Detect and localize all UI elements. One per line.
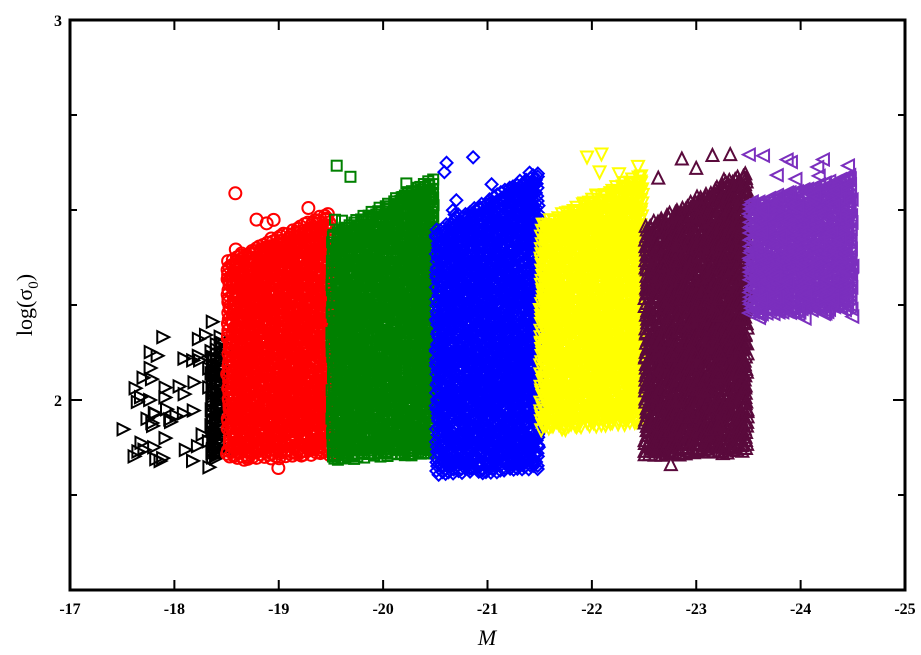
triangle-right-marker [205, 314, 221, 330]
series-4 [428, 149, 547, 483]
triangle-right-marker [131, 443, 147, 460]
triangle-right-marker [147, 439, 163, 455]
triangle-right-marker [158, 389, 174, 406]
series-1 [116, 314, 234, 475]
triangle-right-marker [198, 327, 215, 343]
square-marker [344, 170, 357, 183]
triangle-right-marker [147, 405, 164, 421]
triangle-right-marker [193, 352, 209, 369]
triangle-right-marker [158, 379, 174, 396]
triangle-right-marker [214, 428, 230, 444]
triangle-right-marker [143, 360, 159, 376]
triangle-right-marker [212, 444, 228, 460]
series-3 [325, 159, 442, 466]
triangle-right-marker [160, 401, 176, 417]
triangle-right-marker [177, 350, 193, 367]
triangle-right-marker [191, 331, 208, 347]
triangle-right-marker [158, 430, 174, 446]
triangle-right-marker [136, 370, 152, 386]
triangle-right-marker [144, 371, 161, 387]
circle-marker [301, 201, 316, 216]
triangle-right-marker [134, 435, 150, 451]
triangle-right-marker [145, 415, 161, 431]
triangle-right-marker [153, 453, 169, 469]
series-2 [220, 186, 338, 476]
circle-marker [228, 186, 243, 201]
triangle-right-marker [156, 329, 172, 345]
triangle-right-marker [127, 448, 143, 465]
triangle-right-marker [191, 348, 207, 364]
triangle-right-marker [214, 386, 230, 402]
triangle-right-marker [201, 433, 218, 449]
triangle-right-marker [186, 402, 202, 419]
triangle-right-marker [163, 411, 179, 427]
triangle-right-marker [190, 438, 207, 454]
circle-marker [266, 212, 281, 227]
triangle-right-marker [137, 442, 153, 458]
square-marker [330, 159, 343, 172]
triangle-right-marker [186, 453, 202, 469]
triangle-right-marker [202, 379, 218, 395]
triangle-right-marker [133, 389, 150, 405]
triangle-right-marker [206, 364, 222, 381]
triangle-right-marker [202, 360, 218, 377]
triangle-right-marker [156, 450, 172, 466]
triangle-right-marker [177, 386, 193, 402]
triangle-right-marker [150, 348, 166, 364]
triangle-right-marker [143, 392, 159, 408]
triangle-right-marker [130, 394, 146, 410]
triangle-right-marker [187, 374, 203, 391]
triangle-right-marker [202, 459, 218, 475]
data-points [116, 145, 860, 483]
triangle-right-marker [116, 421, 132, 437]
triangle-right-marker [178, 442, 194, 458]
